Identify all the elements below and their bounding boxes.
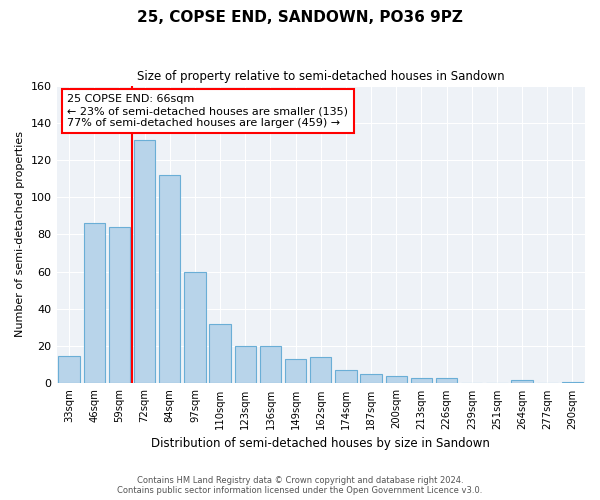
Bar [109,227,130,384]
Bar [562,382,583,384]
Bar [411,378,432,384]
Bar [58,356,80,384]
Bar [335,370,356,384]
Text: 25, COPSE END, SANDOWN, PO36 9PZ: 25, COPSE END, SANDOWN, PO36 9PZ [137,10,463,25]
Bar [285,359,307,384]
Bar [260,346,281,384]
Bar [511,380,533,384]
Bar [134,140,155,384]
Text: 25 COPSE END: 66sqm
← 23% of semi-detached houses are smaller (135)
77% of semi-: 25 COPSE END: 66sqm ← 23% of semi-detach… [67,94,348,128]
Bar [184,272,206,384]
Title: Size of property relative to semi-detached houses in Sandown: Size of property relative to semi-detach… [137,70,505,83]
Bar [83,224,105,384]
Bar [209,324,231,384]
Bar [386,376,407,384]
Bar [310,358,331,384]
Text: Contains HM Land Registry data © Crown copyright and database right 2024.
Contai: Contains HM Land Registry data © Crown c… [118,476,482,495]
X-axis label: Distribution of semi-detached houses by size in Sandown: Distribution of semi-detached houses by … [151,437,490,450]
Bar [361,374,382,384]
Bar [159,175,181,384]
Bar [235,346,256,384]
Bar [436,378,457,384]
Y-axis label: Number of semi-detached properties: Number of semi-detached properties [15,132,25,338]
